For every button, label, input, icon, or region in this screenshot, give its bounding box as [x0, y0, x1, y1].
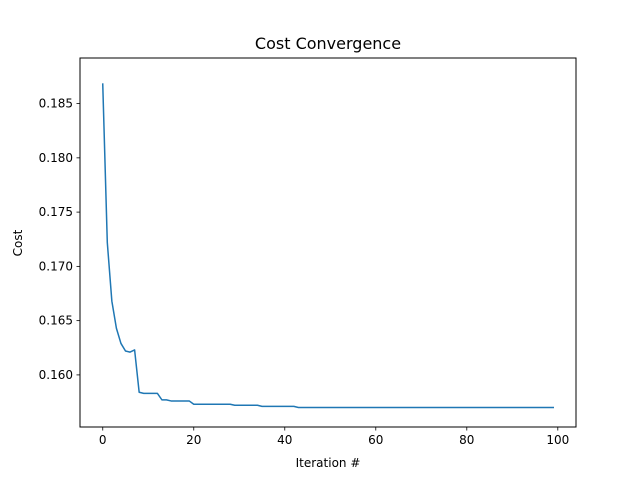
x-axis-ticks: 0 20 40 60 80 100	[99, 427, 569, 447]
y-tick-label: 0.165	[39, 314, 73, 328]
x-axis-label: Iteration #	[296, 456, 361, 470]
chart-title: Cost Convergence	[255, 34, 401, 53]
x-tick-label: 60	[368, 433, 383, 447]
plot-frame	[79, 57, 577, 428]
series-layer	[101, 83, 554, 409]
y-axis-ticks: 0.160 0.165 0.170 0.175 0.180 0.185	[39, 97, 80, 382]
y-tick-label: 0.180	[39, 151, 73, 165]
y-axis-label: Cost	[11, 229, 25, 256]
x-tick-label: 40	[277, 433, 292, 447]
cost-series-line	[101, 83, 554, 409]
x-tick-label: 20	[186, 433, 201, 447]
y-tick-label: 0.170	[39, 259, 73, 273]
x-tick-label: 100	[546, 433, 569, 447]
y-tick-label: 0.185	[39, 97, 73, 111]
x-tick-label: 0	[99, 433, 107, 447]
x-tick-label: 80	[459, 433, 474, 447]
plot-area	[79, 57, 577, 428]
y-tick-label: 0.160	[39, 368, 73, 382]
y-tick-label: 0.175	[39, 205, 73, 219]
